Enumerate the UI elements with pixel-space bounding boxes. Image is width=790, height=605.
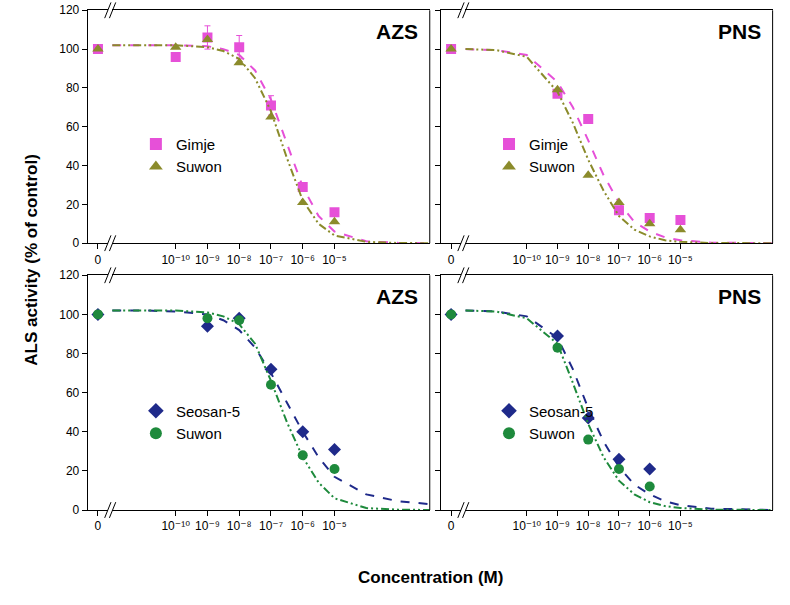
svg-text:10⁻⁵: 10⁻⁵ xyxy=(668,253,693,267)
svg-text:10⁻⁸: 10⁻⁸ xyxy=(227,519,252,533)
svg-text:Gimje: Gimje xyxy=(176,136,215,153)
svg-text:120: 120 xyxy=(59,3,79,17)
svg-text:Suwon: Suwon xyxy=(176,425,222,442)
svg-text:20: 20 xyxy=(66,198,80,212)
svg-text:0: 0 xyxy=(73,236,80,250)
svg-text:10⁻⁶: 10⁻⁶ xyxy=(290,253,315,267)
svg-text:10⁻⁹: 10⁻⁹ xyxy=(545,253,570,267)
svg-text:10⁻⁹: 10⁻⁹ xyxy=(545,519,570,533)
svg-text:PNS: PNS xyxy=(718,20,761,43)
svg-text:10⁻⁵: 10⁻⁵ xyxy=(668,519,693,533)
svg-text:120: 120 xyxy=(59,268,79,282)
svg-text:10⁻⁵: 10⁻⁵ xyxy=(322,519,347,533)
svg-text:0: 0 xyxy=(448,519,455,533)
svg-text:10⁻⁶: 10⁻⁶ xyxy=(290,519,315,533)
svg-text:60: 60 xyxy=(66,120,80,134)
svg-text:10⁻⁹: 10⁻⁹ xyxy=(195,253,220,267)
svg-text:10⁻¹⁰: 10⁻¹⁰ xyxy=(513,519,542,533)
svg-text:10⁻⁷: 10⁻⁷ xyxy=(607,519,631,533)
svg-text:10⁻⁹: 10⁻⁹ xyxy=(195,519,220,533)
svg-text:10⁻⁵: 10⁻⁵ xyxy=(322,253,347,267)
svg-text:80: 80 xyxy=(66,81,80,95)
svg-text:10⁻⁶: 10⁻⁶ xyxy=(637,253,662,267)
svg-text:10⁻⁷: 10⁻⁷ xyxy=(259,519,283,533)
svg-text:20: 20 xyxy=(66,464,80,478)
svg-text:10⁻⁸: 10⁻⁸ xyxy=(227,253,252,267)
svg-text:100: 100 xyxy=(59,308,79,322)
svg-text:10⁻⁷: 10⁻⁷ xyxy=(259,253,283,267)
svg-text:100: 100 xyxy=(59,42,79,56)
svg-text:Suwon: Suwon xyxy=(529,158,575,175)
svg-text:10⁻⁸: 10⁻⁸ xyxy=(576,519,601,533)
svg-text:0: 0 xyxy=(73,503,80,517)
svg-text:ALS activity (% of control): ALS activity (% of control) xyxy=(22,154,41,366)
svg-text:40: 40 xyxy=(66,425,80,439)
svg-text:10⁻⁷: 10⁻⁷ xyxy=(607,253,631,267)
svg-text:AZS: AZS xyxy=(376,285,418,308)
svg-text:Gimje: Gimje xyxy=(529,136,568,153)
svg-text:60: 60 xyxy=(66,386,80,400)
svg-text:Suwon: Suwon xyxy=(176,158,222,175)
svg-text:0: 0 xyxy=(95,519,102,533)
svg-text:10⁻¹⁰: 10⁻¹⁰ xyxy=(161,253,190,267)
svg-text:Seosan-5: Seosan-5 xyxy=(176,403,240,420)
svg-text:Seosan-5: Seosan-5 xyxy=(529,403,593,420)
svg-text:10⁻¹⁰: 10⁻¹⁰ xyxy=(513,253,542,267)
svg-text:Concentration (M): Concentration (M) xyxy=(358,568,503,587)
svg-text:80: 80 xyxy=(66,347,80,361)
svg-text:10⁻¹⁰: 10⁻¹⁰ xyxy=(161,519,190,533)
svg-text:10⁻⁸: 10⁻⁸ xyxy=(576,253,601,267)
svg-text:0: 0 xyxy=(448,253,455,267)
svg-text:PNS: PNS xyxy=(718,285,761,308)
svg-text:AZS: AZS xyxy=(376,20,418,43)
svg-text:40: 40 xyxy=(66,159,80,173)
svg-text:10⁻⁶: 10⁻⁶ xyxy=(637,519,662,533)
svg-text:0: 0 xyxy=(95,253,102,267)
svg-text:Suwon: Suwon xyxy=(529,425,575,442)
